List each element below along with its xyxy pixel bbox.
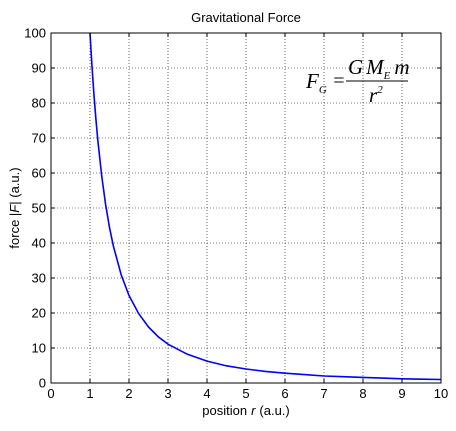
x-tick-label: 4	[203, 386, 210, 401]
y-tick-labels: 0 10 20 30 40 50 60 70 80 90 100	[24, 26, 46, 391]
x-axis-label-suffix: (a.u.)	[259, 403, 289, 418]
y-tick-label: 60	[32, 166, 46, 181]
x-tick-label: 1	[86, 386, 93, 401]
force-curve	[89, 32, 442, 381]
y-tick-label: 0	[39, 376, 46, 391]
grid-lines	[51, 33, 441, 383]
chart-title: Gravitational Force	[191, 10, 301, 25]
formula-equals: =	[332, 70, 346, 92]
y-axis-label-prefix: force |	[7, 213, 22, 249]
formula-num-g: G	[348, 55, 363, 79]
y-tick-label: 10	[32, 341, 46, 356]
y-tick-label: 80	[32, 96, 46, 111]
x-axis-label: position r (a.u.)	[202, 403, 290, 418]
x-tick-label: 3	[164, 386, 171, 401]
y-tick-label: 90	[32, 61, 46, 76]
formula-denominator: r2	[369, 83, 383, 107]
y-tick-label: 70	[32, 131, 46, 146]
x-tick-label: 9	[398, 386, 405, 401]
x-tick-label: 5	[242, 386, 249, 401]
x-tick-labels: 0 1 2 3 4 5 6 7 8 9 10	[47, 386, 448, 401]
formula-num-m-subscript: E	[383, 70, 391, 82]
formula-num-tail: m	[394, 55, 409, 79]
y-tick-label: 50	[32, 201, 46, 216]
y-axis-label-var: F	[7, 204, 22, 213]
x-axis-label-var: r	[251, 403, 256, 418]
x-tick-label: 2	[125, 386, 132, 401]
y-tick-label: 100	[24, 26, 46, 41]
x-axis-label-prefix: position	[202, 403, 247, 418]
x-tick-label: 10	[434, 386, 448, 401]
formula-lhs-subscript: G	[319, 84, 327, 96]
y-tick-label: 20	[32, 306, 46, 321]
plot-lines	[89, 32, 442, 381]
formula-num-m: M	[365, 55, 385, 79]
formula-annotation: FG = G ME m r2	[305, 55, 410, 107]
tick-marks	[50, 32, 442, 384]
x-tick-label: 8	[359, 386, 366, 401]
x-tick-label: 6	[281, 386, 288, 401]
y-axis-label-suffix: | (a.u.)	[7, 167, 22, 204]
formula-den-superscript: 2	[377, 84, 383, 96]
x-tick-label: 0	[47, 386, 54, 401]
y-axis-label: force |F| (a.u.)	[7, 167, 22, 248]
formula-den-r: r	[369, 83, 378, 107]
y-tick-label: 40	[32, 236, 46, 251]
y-tick-label: 30	[32, 271, 46, 286]
formula-numerator: G ME m	[348, 55, 410, 82]
formula-lhs: FG	[305, 69, 327, 96]
x-tick-label: 7	[320, 386, 327, 401]
formula-lhs-symbol: F	[305, 69, 319, 93]
